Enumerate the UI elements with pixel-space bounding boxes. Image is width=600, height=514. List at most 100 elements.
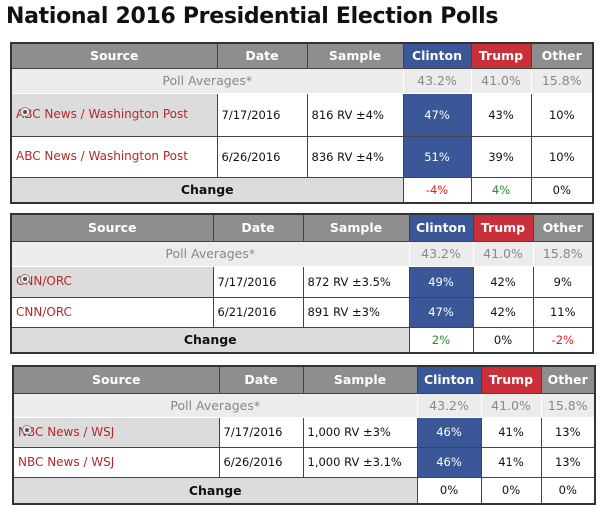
poll-clinton: 46% [416, 416, 482, 448]
poll-trump: 41% [480, 416, 542, 448]
poll-source[interactable]: NBC News / WSJ [12, 446, 220, 478]
poll-row[interactable]: ABC News / Washington Post 7/17/2016 816 R… [10, 92, 594, 137]
poll-source-link[interactable]: NBC News / WSJ [18, 424, 115, 439]
header-trump[interactable]: Trump [480, 365, 542, 394]
poll-sample: 1,000 RV ±3% [302, 416, 418, 448]
poll-row[interactable]: ABC News / Washington Post 6/26/2016 836 R… [10, 135, 594, 178]
poll-table: Source Date Sample Clinton Trump Other Poll Av… [10, 42, 594, 204]
header-trump[interactable]: Trump [472, 213, 534, 242]
poll-clinton: 51% [402, 135, 472, 178]
average-trump: 41.0% [470, 67, 532, 94]
header-clinton[interactable]: Clinton [408, 213, 474, 242]
poll-source[interactable]: ABC News / Washington Post [10, 92, 218, 137]
poll-table: Source Date Sample Clinton Trump Other Poll Av… [12, 365, 596, 505]
poll-clinton: 49% [408, 265, 474, 298]
change-other: 0% [540, 476, 596, 505]
poll-row[interactable]: CNN/ORC 7/17/2016 872 RV ±3.5% 49% 42% 9% [10, 265, 594, 298]
poll-sample: 1,000 RV ±3.1% [302, 446, 418, 478]
poll-date: 7/17/2016 [212, 265, 304, 298]
change-trump: 4% [470, 176, 532, 204]
header-other[interactable]: Other [540, 365, 596, 394]
header-clinton[interactable]: Clinton [416, 365, 482, 394]
change-clinton: -4% [402, 176, 472, 204]
header-row: Source Date Sample Clinton Trump Other [10, 42, 594, 69]
poll-source[interactable]: CNN/ORC [10, 265, 214, 298]
poll-date: 7/17/2016 [218, 416, 304, 448]
poll-table: Source Date Sample Clinton Trump Other Poll Av… [10, 213, 594, 354]
poll-other: 10% [530, 92, 594, 137]
poll-other: 9% [532, 265, 594, 298]
poll-source[interactable]: ABC News / Washington Post [10, 135, 218, 178]
change-label: Change [10, 326, 410, 354]
change-other: -2% [532, 326, 594, 354]
radio-selected-icon[interactable] [22, 424, 32, 435]
average-clinton: 43.2% [402, 67, 472, 94]
header-trump[interactable]: Trump [470, 42, 532, 69]
poll-source-link[interactable]: ABC News / Washington Post [16, 149, 188, 163]
header-clinton[interactable]: Clinton [402, 42, 472, 69]
header-row: Source Date Sample Clinton Trump Other [10, 213, 594, 242]
change-trump: 0% [480, 476, 542, 505]
header-date[interactable]: Date [218, 365, 304, 394]
change-label: Change [12, 476, 418, 505]
header-source[interactable]: Source [12, 365, 220, 394]
poll-date: 7/17/2016 [216, 92, 308, 137]
averages-label: Poll Averages* [10, 240, 410, 267]
poll-trump: 39% [470, 135, 532, 178]
change-clinton: 0% [416, 476, 482, 505]
change-other: 0% [530, 176, 594, 204]
poll-row[interactable]: NBC News / WSJ 6/26/2016 1,000 RV ±3.1% 46%… [12, 446, 596, 478]
poll-date: 6/21/2016 [212, 296, 304, 328]
radio-selected-icon[interactable] [20, 274, 30, 284]
average-other: 15.8% [540, 392, 596, 418]
poll-trump: 43% [470, 92, 532, 137]
poll-row[interactable]: CNN/ORC 6/21/2016 891 RV ±3% 47% 42% 11% [10, 296, 594, 328]
average-trump: 41.0% [472, 240, 534, 267]
poll-date: 6/26/2016 [218, 446, 304, 478]
average-other: 15.8% [532, 240, 594, 267]
change-row: Change 0% 0% 0% [12, 476, 596, 505]
page-title: National 2016 Presidential Election Poll… [6, 4, 499, 29]
average-other: 15.8% [530, 67, 594, 94]
header-sample[interactable]: Sample [306, 42, 404, 69]
poll-sample: 872 RV ±3.5% [302, 265, 410, 298]
averages-label: Poll Averages* [12, 392, 418, 418]
poll-row[interactable]: NBC News / WSJ 7/17/2016 1,000 RV ±3% 46% 41… [12, 416, 596, 448]
average-clinton: 43.2% [408, 240, 474, 267]
change-row: Change -4% 4% 0% [10, 176, 594, 204]
header-other[interactable]: Other [530, 42, 594, 69]
header-other[interactable]: Other [532, 213, 594, 242]
header-source[interactable]: Source [10, 42, 218, 69]
change-clinton: 2% [408, 326, 474, 354]
poll-other: 10% [530, 135, 594, 178]
average-clinton: 43.2% [416, 392, 482, 418]
averages-row: Poll Averages* 43.2% 41.0% 15.8% [12, 392, 596, 418]
poll-source[interactable]: NBC News / WSJ [12, 416, 220, 448]
change-label: Change [10, 176, 404, 204]
poll-clinton: 46% [416, 446, 482, 478]
header-row: Source Date Sample Clinton Trump Other [12, 365, 596, 394]
poll-clinton: 47% [402, 92, 472, 137]
poll-source-link[interactable]: NBC News / WSJ [18, 454, 115, 469]
averages-row: Poll Averages* 43.2% 41.0% 15.8% [10, 240, 594, 267]
change-row: Change 2% 0% -2% [10, 326, 594, 354]
poll-trump: 42% [472, 296, 534, 328]
header-source[interactable]: Source [10, 213, 214, 242]
poll-source-link[interactable]: ABC News / Washington Post [16, 107, 188, 121]
header-sample[interactable]: Sample [302, 365, 418, 394]
poll-source-link[interactable]: CNN/ORC [16, 304, 72, 319]
header-date[interactable]: Date [216, 42, 308, 69]
poll-other: 13% [540, 416, 596, 448]
header-sample[interactable]: Sample [302, 213, 410, 242]
poll-sample: 836 RV ±4% [306, 135, 404, 178]
poll-date: 6/26/2016 [216, 135, 308, 178]
poll-source[interactable]: CNN/ORC [10, 296, 214, 328]
poll-other: 13% [540, 446, 596, 478]
average-trump: 41.0% [480, 392, 542, 418]
poll-source-link[interactable]: CNN/ORC [16, 274, 72, 288]
averages-row: Poll Averages* 43.2% 41.0% 15.8% [10, 67, 594, 94]
poll-sample: 891 RV ±3% [302, 296, 410, 328]
change-trump: 0% [472, 326, 534, 354]
header-date[interactable]: Date [212, 213, 304, 242]
radio-selected-icon[interactable] [20, 107, 30, 117]
